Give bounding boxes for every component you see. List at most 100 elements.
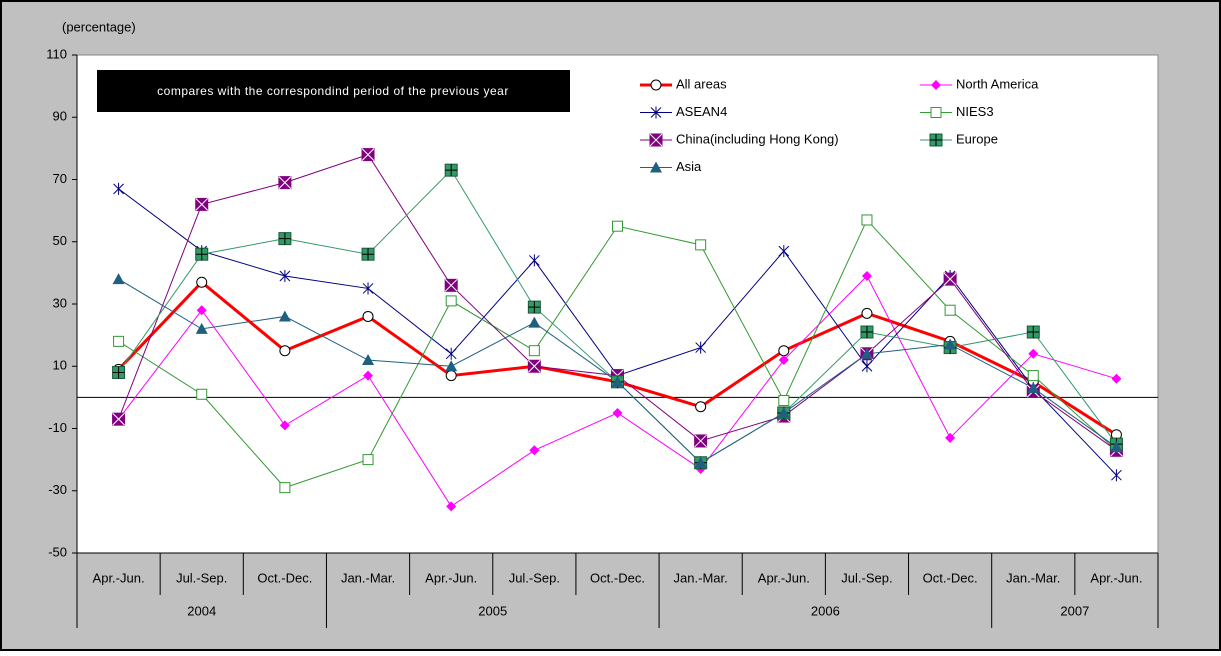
marker <box>278 176 292 190</box>
marker <box>361 247 375 261</box>
x-group-label: 2004 <box>187 603 216 618</box>
marker-shape <box>1111 469 1122 482</box>
marker <box>445 347 457 360</box>
marker <box>1110 441 1123 453</box>
marker <box>778 345 790 357</box>
marker-shape <box>930 107 942 118</box>
marker <box>112 365 126 379</box>
marker <box>650 106 662 119</box>
marker <box>695 341 707 354</box>
marker <box>528 316 541 328</box>
marker <box>112 273 125 285</box>
marker <box>861 270 872 281</box>
marker-shape <box>362 354 375 366</box>
y-tick-label: 30 <box>53 295 67 310</box>
marker-shape <box>930 134 942 146</box>
marker <box>650 161 662 173</box>
marker <box>695 239 707 251</box>
marker-shape <box>363 370 374 381</box>
marker <box>527 359 541 373</box>
marker-shape <box>861 307 873 319</box>
legend-label: China(including Hong Kong) <box>676 131 839 146</box>
marker-shape <box>445 370 457 382</box>
marker-shape <box>944 304 956 316</box>
marker <box>279 482 291 494</box>
marker <box>195 197 209 211</box>
marker <box>777 406 790 418</box>
marker-shape <box>528 301 541 314</box>
marker-shape <box>650 161 662 173</box>
marker-shape <box>279 269 291 282</box>
marker <box>931 80 941 90</box>
marker-shape <box>279 345 291 357</box>
marker <box>362 354 375 366</box>
marker <box>446 501 457 512</box>
marker-shape <box>861 270 872 281</box>
marker-shape <box>112 366 125 379</box>
marker-shape <box>362 454 374 466</box>
y-tick-label: 10 <box>53 358 67 373</box>
marker-shape <box>1028 348 1039 359</box>
y-tick-label: -50 <box>48 544 67 559</box>
marker <box>528 254 540 267</box>
x-tick-label: Jan.-Mar. <box>1006 570 1060 585</box>
category-area <box>77 553 1158 628</box>
marker-shape <box>777 406 790 418</box>
marker <box>778 394 790 406</box>
marker <box>278 232 292 246</box>
annotation-box <box>97 70 570 112</box>
marker-shape <box>528 345 540 357</box>
marker-shape <box>943 272 957 286</box>
marker <box>860 325 874 339</box>
marker <box>1111 469 1122 482</box>
marker-shape <box>529 445 540 456</box>
marker <box>279 269 291 282</box>
x-group-label: 2005 <box>478 603 507 618</box>
marker-shape <box>112 273 125 285</box>
marker-shape <box>113 182 124 195</box>
marker <box>612 407 623 418</box>
marker-shape <box>1027 370 1039 382</box>
marker <box>1027 370 1039 382</box>
marker <box>860 347 873 359</box>
marker <box>196 388 208 400</box>
marker-shape <box>611 375 624 387</box>
marker-shape <box>1111 373 1122 384</box>
marker <box>362 310 374 322</box>
marker <box>445 360 458 372</box>
x-tick-label: Jul.-Sep. <box>841 570 892 585</box>
marker <box>778 245 790 258</box>
marker <box>279 420 290 431</box>
marker-shape <box>945 432 956 443</box>
x-tick-label: Jan.-Mar. <box>341 570 395 585</box>
x-tick-label: Jan.-Mar. <box>674 570 728 585</box>
marker-shape <box>362 282 374 295</box>
marker <box>362 282 374 295</box>
annotation: compares with the correspondind period o… <box>157 84 509 98</box>
marker <box>112 412 126 426</box>
marker <box>444 278 458 292</box>
marker <box>943 272 957 286</box>
marker <box>649 133 663 147</box>
marker-shape <box>196 276 208 288</box>
marker <box>527 300 541 314</box>
marker <box>196 276 208 288</box>
marker <box>611 375 624 387</box>
x-group-label: 2007 <box>1060 603 1089 618</box>
marker-shape <box>278 232 291 245</box>
marker-shape <box>362 248 375 261</box>
marker-shape <box>778 245 790 258</box>
y-tick-label: -10 <box>48 420 67 435</box>
marker <box>1027 382 1040 394</box>
marker-shape <box>362 310 374 322</box>
marker-shape <box>445 347 457 360</box>
y-tick-label: 90 <box>53 109 67 124</box>
marker-shape <box>861 214 873 226</box>
legend-label: Europe <box>956 131 998 146</box>
marker <box>113 182 124 195</box>
marker <box>1028 348 1039 359</box>
marker-shape <box>1027 382 1040 394</box>
marker-shape <box>196 305 207 316</box>
marker <box>528 345 540 357</box>
